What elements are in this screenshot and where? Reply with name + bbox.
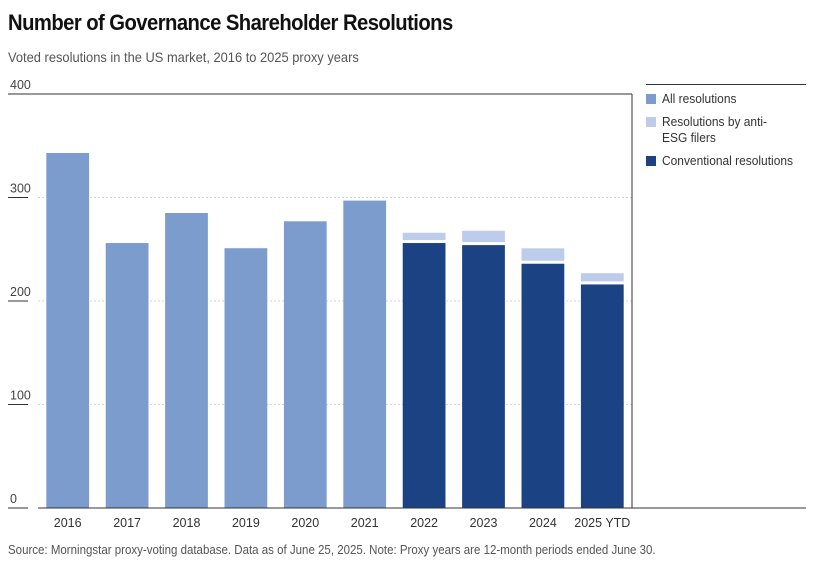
y-tick-label-400: 400 <box>10 78 31 92</box>
legend-swatch-anti-esg <box>646 117 656 127</box>
x-tick-label-2021: 2021 <box>351 516 379 530</box>
x-tick-label-2018: 2018 <box>173 516 201 530</box>
legend-item-all: All resolutions <box>646 91 806 107</box>
y-tick-label-0: 0 <box>10 492 17 506</box>
bar-all-2017 <box>105 243 149 509</box>
x-tick-label-2023: 2023 <box>470 516 498 530</box>
bar-conventional-2024 <box>521 263 565 508</box>
bar-anti-esg-2024 <box>521 248 565 261</box>
legend-label-all: All resolutions <box>662 91 737 106</box>
x-tick-label-2017: 2017 <box>113 516 141 530</box>
legend-item-conventional: Conventional resolutions <box>646 153 806 169</box>
legend-label-anti-esg: Resolutions by anti-ESG filers <box>662 114 768 145</box>
legend-swatch-conventional <box>646 156 656 166</box>
x-tick-label-2019: 2019 <box>232 516 260 530</box>
legend-item-anti-esg: Resolutions by anti-ESG filers <box>646 114 806 146</box>
chart-title: Number of Governance Shareholder Resolut… <box>8 10 453 35</box>
x-tick-label-2024: 2024 <box>529 516 557 530</box>
bar-anti-esg-2025-YTD <box>580 273 624 282</box>
y-tick-label-300: 300 <box>10 182 31 196</box>
bar-anti-esg-2023 <box>462 230 505 243</box>
bar-conventional-2025-YTD <box>580 284 624 508</box>
chart-legend: All resolutions Resolutions by anti-ESG … <box>646 84 806 176</box>
bar-anti-esg-2022 <box>402 232 446 241</box>
x-tick-label-2020: 2020 <box>291 516 319 530</box>
x-tick-label-2025-YTD: 2025 YTD <box>574 516 630 530</box>
x-tick-label-2016: 2016 <box>54 516 82 530</box>
bar-all-2021 <box>343 200 387 509</box>
bar-all-2018 <box>165 213 208 508</box>
bar-all-2019 <box>224 248 268 508</box>
legend-label-conventional: Conventional resolutions <box>662 153 793 168</box>
y-tick-label-200: 200 <box>10 285 31 299</box>
bar-all-2016 <box>46 152 90 508</box>
y-tick-label-100: 100 <box>10 389 31 403</box>
bar-conventional-2022 <box>402 243 446 509</box>
legend-swatch-all <box>646 94 656 104</box>
source-note: Source: Morningstar proxy-voting databas… <box>8 543 656 557</box>
bar-conventional-2023 <box>462 245 505 509</box>
chart-subtitle: Voted resolutions in the US market, 2016… <box>8 49 359 65</box>
x-tick-label-2022: 2022 <box>410 516 438 530</box>
bar-all-2020 <box>283 221 327 508</box>
